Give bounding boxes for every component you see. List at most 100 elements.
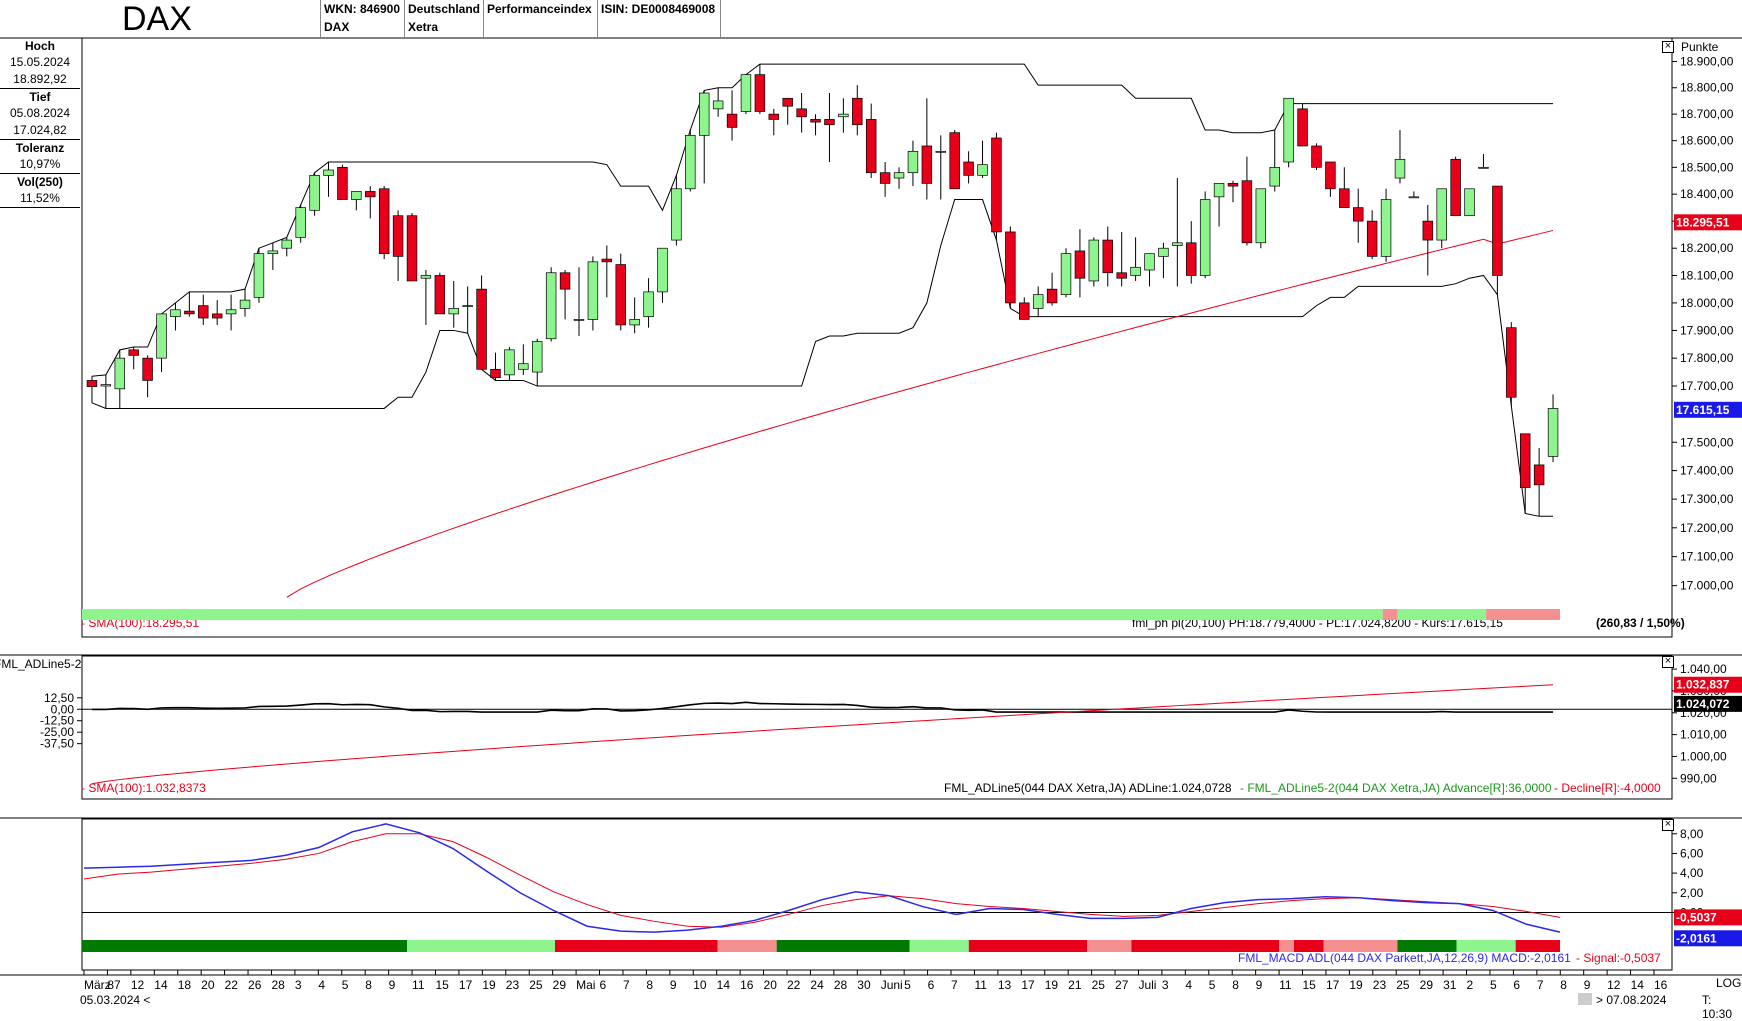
tief-label: Tief bbox=[0, 88, 80, 105]
vol-label: Vol(250) bbox=[0, 173, 80, 190]
candle-body bbox=[1311, 145, 1322, 168]
macd-info-blue: FML_MACD ADL(044 DAX Parkett,JA,12,26,9)… bbox=[1238, 951, 1571, 965]
candle bbox=[643, 278, 654, 328]
candle-body bbox=[935, 150, 946, 153]
candle-body bbox=[1506, 327, 1517, 398]
date-label: 5 bbox=[1209, 978, 1216, 992]
candle bbox=[1325, 161, 1336, 197]
country-cell: Deutschland Xetra bbox=[404, 0, 483, 37]
candle bbox=[1186, 221, 1197, 284]
hoch-date: 15.05.2024 bbox=[9, 55, 71, 69]
candle-body bbox=[1130, 266, 1141, 276]
wkn-label: WKN: 846900 bbox=[324, 2, 401, 16]
candle bbox=[476, 275, 487, 370]
log-toggle[interactable]: LOG bbox=[1716, 976, 1742, 990]
candle-body bbox=[1366, 220, 1378, 257]
price-tick-label: 17.300,00 bbox=[1680, 492, 1734, 506]
candle-body bbox=[170, 309, 181, 317]
candle-body bbox=[142, 357, 153, 381]
date-label: 14 bbox=[717, 978, 731, 992]
date-label: 17 bbox=[1021, 978, 1035, 992]
ad-info-red: - Decline[R]:-4,0000 bbox=[1554, 781, 1661, 795]
candle-body bbox=[685, 134, 696, 190]
candle-body bbox=[434, 275, 446, 315]
close-macd-panel-icon[interactable]: × bbox=[1662, 819, 1674, 831]
candle bbox=[170, 302, 181, 331]
date-label: 8 bbox=[1560, 978, 1567, 992]
candle-body bbox=[198, 305, 209, 319]
panel-frame bbox=[81, 655, 1673, 800]
macd-bar-segment bbox=[1293, 940, 1324, 952]
candle-body bbox=[253, 253, 265, 298]
date-label: 4 bbox=[318, 978, 325, 992]
candle-body bbox=[1102, 239, 1113, 274]
candle bbox=[1019, 297, 1030, 320]
date-label: 15 bbox=[435, 978, 449, 992]
candle bbox=[1088, 237, 1100, 287]
candle bbox=[281, 237, 292, 257]
close-ad-panel-icon[interactable]: × bbox=[1662, 656, 1674, 668]
candle bbox=[128, 347, 139, 370]
price-tick-label: 17.500,00 bbox=[1680, 435, 1734, 449]
stats-sidebar: Hoch 15.05.2024 18.892,92 Tief 05.08.202… bbox=[0, 38, 80, 208]
ad-last-tag-bg bbox=[1674, 695, 1742, 712]
candle-body bbox=[977, 164, 988, 176]
date-label: 31 bbox=[1443, 978, 1457, 992]
candle bbox=[1533, 447, 1545, 517]
ad-tick-label: 1.000,00 bbox=[1680, 749, 1727, 763]
close-main-panel-icon[interactable]: × bbox=[1662, 41, 1674, 53]
date-label: 16 bbox=[740, 978, 754, 992]
candle bbox=[726, 90, 738, 141]
candle bbox=[893, 167, 905, 189]
candle-body bbox=[1283, 97, 1294, 163]
candle-body bbox=[532, 341, 543, 373]
start-date[interactable]: 05.03.2024 < bbox=[80, 993, 151, 1007]
candle-body bbox=[1019, 302, 1030, 320]
candle bbox=[1311, 143, 1322, 171]
vol-value: 11,52% bbox=[0, 190, 80, 208]
date-label: 8 bbox=[107, 978, 114, 992]
ad-sma-tag: 1.032,837 bbox=[1676, 678, 1730, 692]
macd-value-tag: -2,0161 bbox=[1676, 931, 1717, 945]
time-frame[interactable]: T: 10:30 bbox=[1702, 993, 1733, 1021]
candle-body bbox=[963, 161, 974, 176]
ad-left-tick-label: 0,00 bbox=[51, 702, 75, 716]
candle bbox=[267, 242, 279, 271]
candle bbox=[1046, 272, 1058, 306]
date-label: 24 bbox=[810, 978, 824, 992]
toleranz-value: 10,97% bbox=[19, 157, 61, 171]
sma-price-tag: 18.295,51 bbox=[1676, 215, 1730, 229]
candle bbox=[1366, 210, 1378, 260]
candle-body bbox=[1533, 464, 1545, 486]
candle-body bbox=[907, 150, 919, 174]
candle-body bbox=[1199, 199, 1211, 276]
candle bbox=[615, 253, 626, 331]
index-type-cell: Performanceindex bbox=[483, 0, 597, 37]
candle-body bbox=[1255, 188, 1267, 244]
date-label: 20 bbox=[764, 978, 778, 992]
price-tick-label: 18.800,00 bbox=[1680, 81, 1734, 95]
candle-body bbox=[1032, 294, 1044, 309]
macd-bar-segment bbox=[82, 940, 408, 952]
unit-label: Punkte bbox=[1681, 40, 1719, 54]
macd-tick-label: 2,00 bbox=[1680, 886, 1704, 900]
candle bbox=[198, 294, 209, 325]
candle-body bbox=[587, 261, 599, 320]
macd-info-red: - Signal:-0,5037 bbox=[1576, 951, 1661, 965]
candle bbox=[1255, 188, 1267, 249]
candle-body bbox=[211, 313, 223, 319]
candle-body bbox=[267, 250, 279, 255]
candle-body bbox=[323, 169, 334, 176]
date-label: 6 bbox=[1513, 978, 1520, 992]
candle bbox=[810, 114, 821, 136]
date-label: 4 bbox=[1185, 978, 1192, 992]
date-label: 7 bbox=[623, 978, 630, 992]
candle-body bbox=[615, 264, 626, 326]
signal-bars bbox=[82, 609, 1560, 952]
candle-body bbox=[601, 258, 613, 263]
candle-body bbox=[754, 74, 766, 112]
end-date[interactable]: > 07.08.2024 bbox=[1596, 993, 1667, 1007]
candle bbox=[657, 247, 668, 303]
panel-frames bbox=[0, 37, 1742, 976]
ad-tick-label: 1.010,00 bbox=[1680, 728, 1727, 742]
